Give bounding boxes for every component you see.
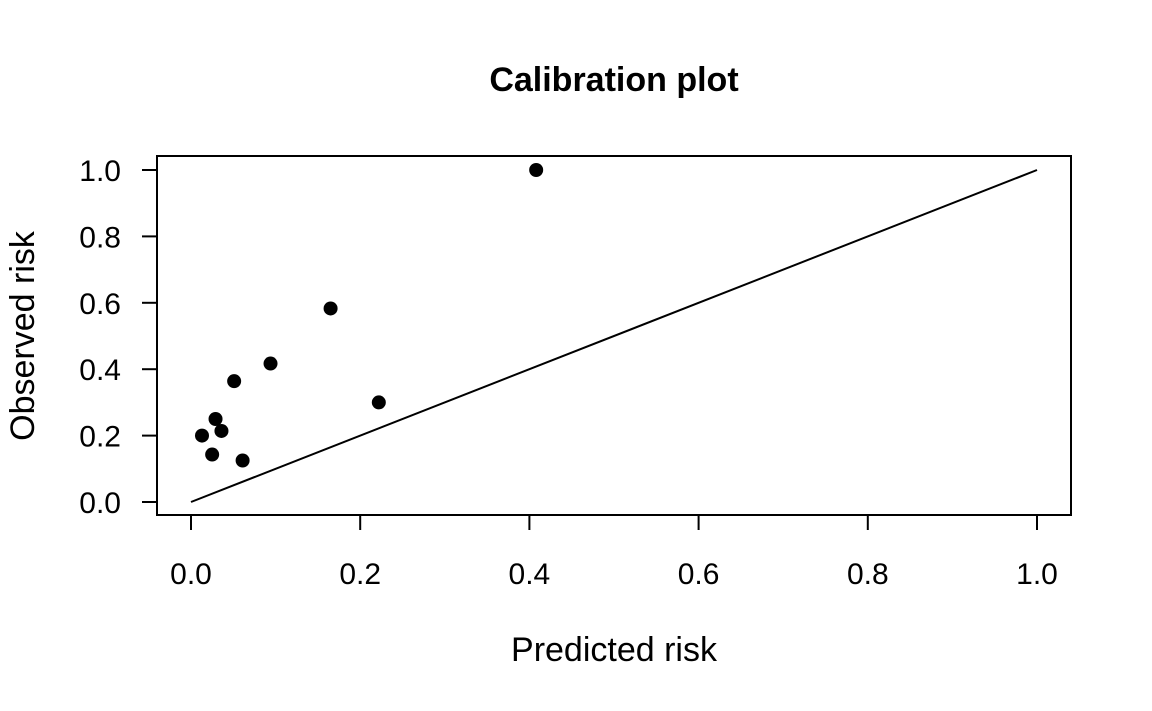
y-axis-label: Observed risk	[4, 230, 42, 441]
data-point	[205, 447, 220, 462]
x-tick-label: 0.2	[339, 558, 381, 591]
y-tick-label: 0.0	[79, 487, 121, 520]
x-tick-label: 1.0	[1016, 558, 1058, 591]
y-tick-label: 0.8	[79, 221, 121, 254]
data-point	[323, 301, 338, 316]
x-axis-label: Predicted risk	[511, 631, 718, 669]
x-tick-label: 0.8	[847, 558, 889, 591]
chart-title: Calibration plot	[489, 61, 738, 99]
reference-line	[190, 169, 1038, 503]
data-point	[227, 374, 242, 389]
x-tick-label: 0.0	[170, 558, 212, 591]
data-point	[214, 423, 229, 438]
y-tick-label: 1.0	[79, 155, 121, 188]
data-point	[235, 453, 250, 468]
y-tick-label: 0.4	[79, 354, 121, 387]
data-point	[263, 356, 278, 371]
data-points	[194, 163, 544, 468]
data-point	[194, 428, 209, 443]
data-point	[529, 163, 544, 177]
y-tick-label: 0.2	[79, 421, 121, 454]
x-tick-label: 0.6	[678, 558, 720, 591]
x-tick-label: 0.4	[509, 558, 551, 591]
x-axis: 0.0 0.2 0.4 0.6 0.8 1.0	[170, 514, 1058, 591]
data-point	[208, 412, 223, 426]
y-tick-label: 0.6	[79, 288, 121, 321]
data-point	[371, 395, 386, 410]
y-axis: 0.0 0.2 0.4 0.6 0.8 1.0	[79, 155, 158, 520]
